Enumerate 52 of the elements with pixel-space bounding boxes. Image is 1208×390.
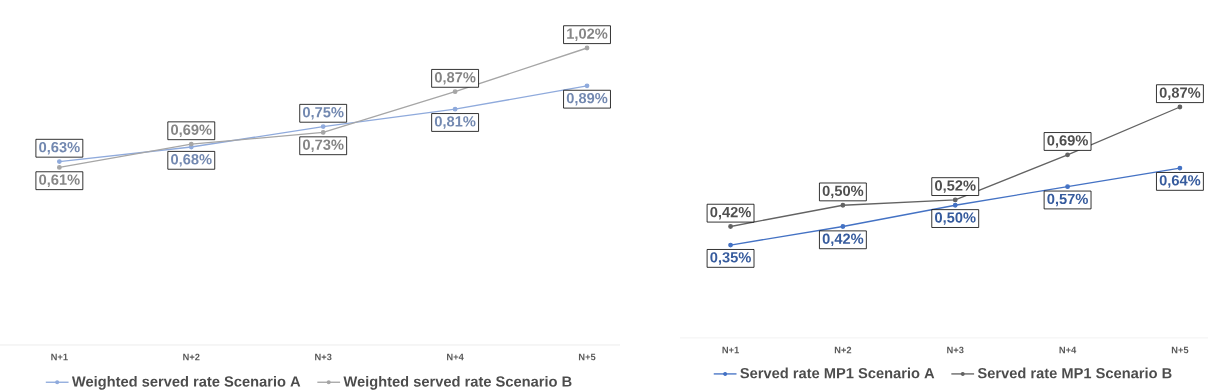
x-tick-label: N+4 bbox=[1059, 346, 1077, 354]
x-tick-label: N+3 bbox=[315, 353, 332, 361]
x-tick-label: N+4 bbox=[447, 353, 464, 361]
data-label: 0,75% bbox=[302, 107, 344, 120]
point bbox=[320, 124, 326, 130]
x-tick-label: N+1 bbox=[51, 353, 68, 361]
point bbox=[728, 242, 733, 248]
legend-label: Weighted served rate Scenario A bbox=[71, 375, 301, 390]
data-label: 0,63% bbox=[39, 142, 80, 155]
legend-label: Served rate MP1 Scenario B bbox=[977, 367, 1172, 379]
point bbox=[56, 164, 62, 170]
x-tick-label: N+5 bbox=[578, 353, 596, 361]
data-label: 0,42% bbox=[710, 206, 751, 220]
data-label: 0,87% bbox=[434, 72, 476, 85]
data-label: 0,89% bbox=[566, 92, 608, 106]
x-tick-label: N+3 bbox=[947, 346, 964, 354]
point bbox=[584, 83, 590, 89]
x-tick-label: N+2 bbox=[834, 346, 852, 354]
data-label: 0,42% bbox=[822, 233, 864, 247]
data-label: 0,50% bbox=[822, 185, 864, 199]
data-label: 0,52% bbox=[935, 180, 976, 193]
point bbox=[320, 130, 326, 135]
x-tick-label: N+1 bbox=[722, 346, 739, 354]
point bbox=[56, 159, 62, 164]
data-label: 0,87% bbox=[1159, 87, 1201, 100]
point bbox=[1177, 104, 1183, 110]
data-label: 0,73% bbox=[302, 139, 344, 153]
legend-label: Weighted served rate Scenario B bbox=[343, 375, 572, 390]
x-tick-label: N+2 bbox=[183, 353, 200, 361]
data-label: 0,81% bbox=[434, 116, 476, 129]
point bbox=[952, 202, 958, 208]
data-label: 0,69% bbox=[171, 124, 212, 138]
point bbox=[1065, 152, 1070, 158]
data-label: 0,64% bbox=[1159, 175, 1201, 188]
data-label: 1,02% bbox=[567, 28, 608, 41]
data-label: 0,50% bbox=[935, 212, 976, 225]
point bbox=[452, 89, 458, 95]
point bbox=[1065, 184, 1070, 190]
x-tick-label: N+5 bbox=[1171, 346, 1189, 354]
data-label: 0,69% bbox=[1047, 135, 1088, 148]
data-label: 0,35% bbox=[710, 252, 751, 265]
point bbox=[452, 106, 458, 112]
point bbox=[728, 224, 733, 229]
data-label: 0,57% bbox=[1047, 193, 1088, 207]
point bbox=[840, 224, 846, 229]
point bbox=[840, 202, 846, 208]
legend-label: Served rate MP1 Scenario A bbox=[740, 367, 935, 379]
data-label: 0,68% bbox=[171, 154, 212, 167]
data-label: 0,61% bbox=[39, 174, 80, 187]
point bbox=[584, 45, 590, 51]
point bbox=[1177, 165, 1183, 171]
point bbox=[952, 197, 958, 203]
